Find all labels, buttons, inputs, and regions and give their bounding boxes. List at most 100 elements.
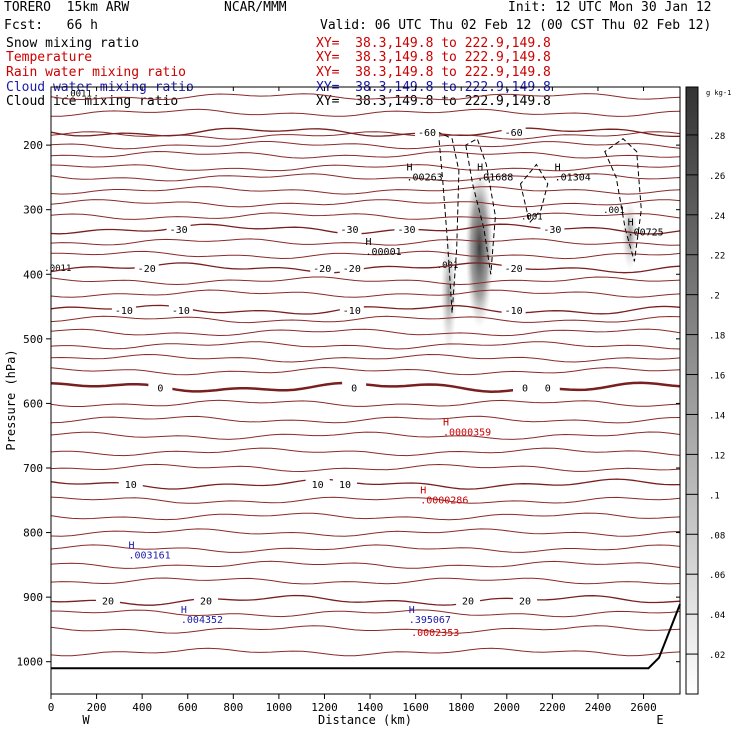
cloud-ice-label: .0011 (65, 90, 92, 100)
max-marker-value: .004352 (181, 615, 223, 626)
colorbar-tick-label: .06 (709, 571, 725, 581)
cloud-ice-label: .001 (603, 206, 625, 216)
snow-shading (621, 200, 638, 271)
isotherm-label-bg (337, 223, 362, 236)
max-marker-symbol: H (128, 540, 134, 551)
isotherm-label: -10 (115, 306, 133, 317)
terrain-line (51, 603, 681, 670)
contour-line (50, 238, 681, 246)
y-tick-label: 1000 (17, 656, 44, 669)
x-tick-label: 1400 (357, 701, 384, 714)
contour-line (50, 150, 681, 159)
isotherm-label: 20 (200, 596, 212, 607)
max-marker-value: .00001 (366, 247, 402, 258)
isotherm-label: -20 (138, 264, 156, 275)
isotherm-label-bg (193, 594, 218, 607)
isotherm-label-bg (415, 126, 440, 139)
isotherm-label-bg (513, 594, 538, 607)
isotherm-label: 10 (125, 480, 137, 491)
cloud-ice-contour (604, 138, 642, 262)
isotherm--10 (50, 304, 681, 315)
contour-line (50, 496, 681, 504)
x-tick-label: 400 (132, 701, 152, 714)
field-xy-cloud-ice: XY= 38.3,149.8 to 222.9,149.8 (316, 94, 551, 109)
contour-line (50, 164, 681, 172)
contour-line (51, 108, 681, 117)
cloud-ice-label: .001 (521, 212, 543, 222)
snow-shading (440, 233, 457, 354)
colorbar-tick-label: .24 (709, 212, 725, 222)
max-marker-value: .395067 (409, 615, 451, 626)
colorbar-tick-label: .04 (709, 611, 725, 621)
max-marker-symbol: H (181, 605, 187, 616)
east-label: E (656, 713, 663, 727)
contour-line (50, 447, 681, 457)
isotherm-label-bg (339, 303, 364, 316)
west-label: W (82, 713, 90, 727)
isotherm-label: -30 (543, 225, 561, 236)
isotherm-label: -20 (343, 264, 361, 275)
isotherm-label: 0 (351, 383, 357, 394)
contour-line (50, 512, 681, 521)
max-marker-symbol: H (420, 486, 426, 497)
contour-line (50, 415, 681, 424)
isotherm-label-bg (111, 303, 136, 316)
contour-line (50, 431, 681, 440)
max-marker-value: .00725 (628, 228, 664, 239)
contour-line (50, 647, 681, 657)
isotherm-label-bg (513, 381, 538, 394)
colorbar-unit: g kg-1 (706, 89, 731, 97)
isotherm-label-bg (394, 223, 419, 236)
y-tick-label: 900 (23, 591, 43, 604)
x-tick-label: 1800 (448, 701, 475, 714)
colorbar-tick-label: .1 (709, 491, 720, 501)
colorbar-tick-label: .2 (709, 292, 720, 302)
isotherm-label: -60 (418, 128, 436, 139)
isotherm-label-bg (501, 261, 526, 274)
contour-line (50, 341, 681, 350)
contour-line (50, 199, 681, 208)
isotherm-label-bg (118, 478, 143, 491)
isotherm-label: -10 (505, 306, 523, 317)
contour-line (50, 93, 681, 101)
max-marker-value: .01688 (477, 173, 513, 184)
isotherm-label: -10 (172, 306, 190, 317)
y-tick-label: 400 (23, 268, 43, 281)
cloud-ice-label: .0011 (44, 264, 71, 274)
colorbar: .02 .04 .06 .08 .1 .12 .14 .16 .18 .2 .22 .24 .26 .28 (685, 86, 725, 695)
y-tick-label: 200 (23, 139, 43, 152)
x-tick-label: 800 (223, 701, 243, 714)
isotherm-label-bg (168, 303, 193, 316)
x-tick-label: 2600 (630, 701, 657, 714)
y-tick-label: 800 (23, 527, 43, 540)
isotherm-label-bg (310, 261, 335, 274)
contour-line (50, 560, 681, 569)
plot-area: .0011.001.001.001.0011 (44, 90, 681, 670)
x-tick-label: 1000 (266, 701, 293, 714)
isotherm--60 (50, 127, 681, 138)
max-marker-symbol: H (555, 163, 561, 174)
isotherm-label: -20 (313, 264, 331, 275)
isotherm-label: 10 (312, 480, 324, 491)
x-tick-label: 1600 (402, 701, 429, 714)
max-marker-value: .0002353 (411, 628, 459, 639)
isotherm-label: 10 (339, 480, 351, 491)
forecast-hour: Fcst: 66 h (4, 18, 98, 33)
contour-line (50, 577, 681, 585)
max-marker-symbol: H (477, 163, 483, 174)
temperature-isotherms: -60 -60 -30 -30 -30 -30 -20 -20 -20 -20 -10 -10 -10 -… (50, 126, 681, 607)
field-name-rain: Rain water mixing ratio (6, 65, 187, 80)
colorbar-tick-label: .26 (709, 172, 725, 182)
x-tick-label: 0 (48, 701, 55, 714)
contour-line (50, 141, 681, 150)
isotherm-label: -20 (505, 264, 523, 275)
y-axis-label: Pressure (hPa) (4, 349, 18, 450)
max-marker-symbol: H (628, 218, 634, 229)
contour-line (50, 250, 681, 260)
isotherm-label-bg (501, 303, 526, 316)
colorbar-tick-label: .18 (709, 332, 725, 342)
x-tick-label: 1200 (311, 701, 338, 714)
field-xy-rain: XY= 38.3,149.8 to 222.9,149.8 (316, 65, 551, 80)
field-name-temperature: Temperature (6, 50, 93, 65)
isotherm-label-bg (332, 478, 357, 491)
